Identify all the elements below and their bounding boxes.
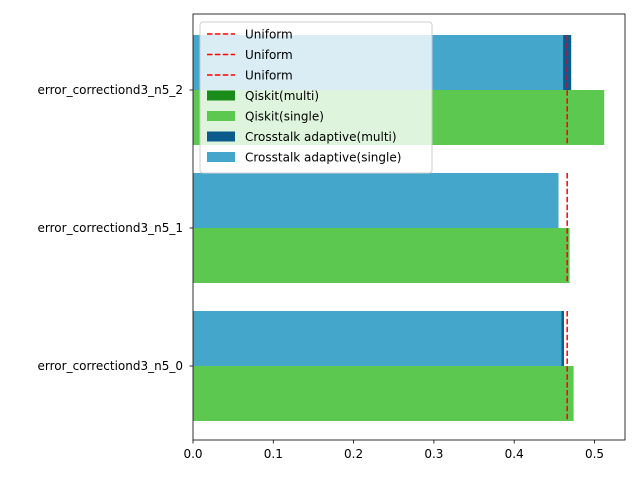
- bar-qiskit-single--0: [193, 366, 574, 421]
- legend-label-3: Qiskit(multi): [245, 89, 319, 103]
- x-tick-label-3: 0.3: [424, 447, 443, 461]
- x-tick-label-4: 0.4: [505, 447, 524, 461]
- legend-box: [199, 21, 433, 174]
- legend-label-2: Uniform: [245, 69, 293, 83]
- legend-label-1: Uniform: [245, 48, 293, 62]
- legend-swatch-patch-3: [207, 90, 235, 101]
- y-tick-label-0: error_correctiond3_n5_0: [38, 359, 183, 373]
- bar-crosstalk-adaptive-single--1: [193, 173, 559, 228]
- legend-swatch-patch-5: [207, 131, 235, 142]
- x-tick-label-1: 0.1: [264, 447, 283, 461]
- legend-label-5: Crosstalk adaptive(multi): [245, 130, 397, 144]
- bar-qiskit-single--1: [193, 228, 570, 283]
- plot-frame: [192, 13, 626, 441]
- legend-label-0: Uniform: [245, 28, 293, 42]
- y-tick-label-2: error_correctiond3_n5_2: [38, 83, 183, 97]
- x-tick-label-0: 0.0: [183, 447, 202, 461]
- x-tick-label-5: 0.5: [585, 447, 604, 461]
- y-tick-label-1: error_correctiond3_n5_1: [38, 221, 183, 235]
- legend-swatch-patch-4: [207, 111, 235, 121]
- axes-layer: 0.0 0.1 0.2 0.3 0.4 0.5 error_correctiond3_n5_…: [38, 13, 626, 461]
- legend-label-6: Crosstalk adaptive(single): [245, 151, 401, 165]
- legend-label-4: Qiskit(single): [245, 110, 324, 124]
- x-tick-label-2: 0.2: [344, 447, 363, 461]
- bar-crosstalk-adaptive-single--0: [193, 311, 562, 366]
- legend: Uniform Uniform Uniform Qiskit(multi) Qiskit…: [199, 21, 433, 174]
- legend-swatch-patch-6: [207, 152, 235, 162]
